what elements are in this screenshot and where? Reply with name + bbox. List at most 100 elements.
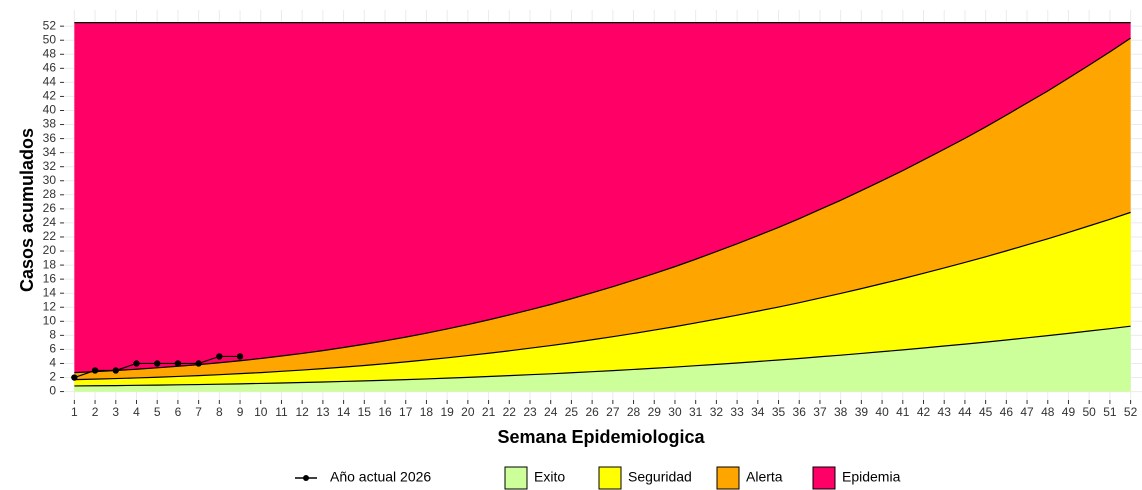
y-tick-label: 20 xyxy=(43,243,57,257)
current-point xyxy=(133,360,140,367)
y-tick-label: 4 xyxy=(49,356,56,370)
x-tick-label: 8 xyxy=(216,405,223,419)
y-tick-label: 0 xyxy=(49,384,56,398)
x-tick-label: 24 xyxy=(544,405,558,419)
y-tick-label: 42 xyxy=(43,89,57,103)
y-tick-label: 16 xyxy=(43,271,57,285)
x-tick-label: 46 xyxy=(1000,405,1014,419)
y-tick-label: 14 xyxy=(43,285,57,299)
y-tick-label: 36 xyxy=(43,131,57,145)
x-tick-label: 33 xyxy=(730,405,744,419)
y-tick-label: 34 xyxy=(43,145,57,159)
x-tick-label: 43 xyxy=(938,405,952,419)
x-tick-label: 25 xyxy=(565,405,579,419)
y-tick-label: 6 xyxy=(49,342,56,356)
y-tick-label: 30 xyxy=(43,173,57,187)
x-tick-label: 26 xyxy=(585,405,599,419)
x-tick-label: 6 xyxy=(175,405,182,419)
x-tick-label: 42 xyxy=(917,405,931,419)
x-tick-label: 15 xyxy=(358,405,372,419)
x-tick-label: 1 xyxy=(71,405,78,419)
x-tick-label: 7 xyxy=(195,405,202,419)
current-point xyxy=(174,360,182,367)
y-tick-label: 2 xyxy=(49,370,56,384)
band-line xyxy=(74,325,1131,387)
x-tick-label: 5 xyxy=(154,405,161,419)
y-tick-label: 18 xyxy=(43,257,57,271)
x-tick-label: 14 xyxy=(337,405,351,419)
x-tick-label: 2 xyxy=(92,405,99,419)
y-tick-label: 52 xyxy=(43,18,57,32)
x-tick-label: 4 xyxy=(133,405,140,419)
x-tick-label: 17 xyxy=(399,405,413,419)
x-tick-label: 9 xyxy=(237,405,244,419)
legend-swatch xyxy=(504,466,528,490)
x-tick-label: 27 xyxy=(606,405,620,419)
x-tick-label: 36 xyxy=(793,405,807,419)
x-tick-label: 20 xyxy=(461,405,475,419)
band-area xyxy=(74,22,1131,373)
current-point xyxy=(71,374,78,381)
x-tick-label: 47 xyxy=(1020,405,1034,419)
y-tick-label: 24 xyxy=(43,215,57,229)
x-tick-label: 22 xyxy=(503,405,517,419)
y-tick-label: 10 xyxy=(43,313,57,327)
x-tick-label: 45 xyxy=(979,405,993,419)
y-tick-label: 48 xyxy=(43,46,57,60)
current-point xyxy=(195,360,202,367)
x-tick-label: 13 xyxy=(316,405,330,419)
x-tick-label: 31 xyxy=(689,405,703,419)
band-line xyxy=(74,211,1131,381)
legend-label: Seguridad xyxy=(628,469,692,485)
legend-label: Alerta xyxy=(746,469,783,485)
y-tick-label: 44 xyxy=(43,75,57,89)
y-tick-label: 38 xyxy=(43,117,57,131)
band-area xyxy=(74,326,1131,392)
x-tick-label: 50 xyxy=(1083,405,1097,419)
y-tick-label: 46 xyxy=(43,60,57,74)
x-tick-label: 28 xyxy=(627,405,641,419)
x-tick-label: 18 xyxy=(420,405,434,419)
x-tick-label: 16 xyxy=(378,405,392,419)
band-area xyxy=(74,38,1131,380)
x-tick-label: 3 xyxy=(112,405,119,419)
legend-point xyxy=(303,475,309,481)
y-tick-label: 50 xyxy=(43,32,57,46)
current-point xyxy=(216,353,223,360)
legend-label: Epidemia xyxy=(842,469,901,485)
x-tick-label: 29 xyxy=(648,405,662,419)
band-line xyxy=(74,37,1131,374)
y-tick-label: 32 xyxy=(43,159,57,173)
x-tick-label: 38 xyxy=(834,405,848,419)
current-point xyxy=(91,367,99,374)
x-tick-label: 37 xyxy=(813,405,827,419)
x-tick-label: 11 xyxy=(275,405,288,419)
x-tick-label: 41 xyxy=(896,405,910,419)
legend-swatch xyxy=(716,466,740,490)
y-axis-title: Casos acumulados xyxy=(17,128,37,292)
x-tick-label: 32 xyxy=(710,405,724,419)
y-tick-label: 28 xyxy=(43,187,57,201)
legend-label: Exito xyxy=(534,469,565,485)
x-tick-label: 48 xyxy=(1041,405,1055,419)
y-tick-label: 40 xyxy=(43,103,57,117)
legend-swatch xyxy=(812,466,836,490)
legend-swatch xyxy=(598,466,622,490)
x-tick-label: 19 xyxy=(440,405,454,419)
x-tick-label: 51 xyxy=(1103,405,1117,419)
x-tick-label: 40 xyxy=(875,405,889,419)
x-tick-label: 35 xyxy=(772,405,786,419)
x-tick-label: 12 xyxy=(295,405,309,419)
y-tick-label: 12 xyxy=(43,299,57,313)
x-tick-label: 34 xyxy=(751,405,765,419)
y-tick-label: 26 xyxy=(43,201,57,215)
x-tick-label: 49 xyxy=(1062,405,1076,419)
x-tick-label: 39 xyxy=(855,405,869,419)
legend-label: Año actual 2026 xyxy=(330,469,431,485)
x-tick-label: 10 xyxy=(254,405,268,419)
band-area xyxy=(74,212,1131,386)
current-point xyxy=(153,360,161,367)
x-tick-label: 44 xyxy=(958,405,972,419)
current-point xyxy=(112,367,119,374)
